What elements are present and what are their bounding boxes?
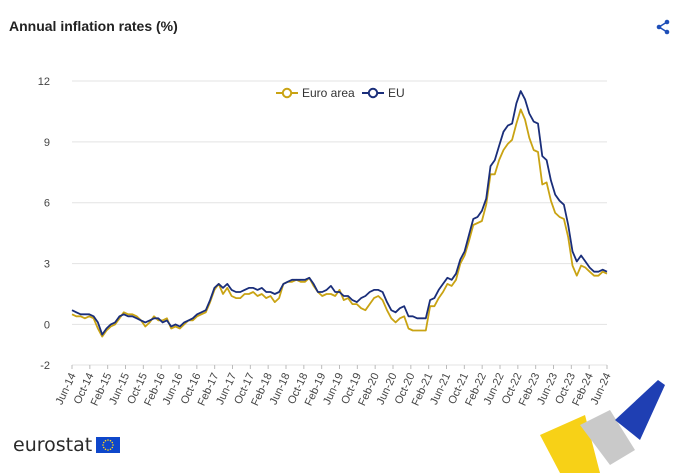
chart-series (71, 90, 608, 338)
share-icon[interactable] (654, 18, 672, 36)
y-tick-label: 0 (44, 319, 50, 331)
series-line-euro-area[interactable] (71, 108, 608, 338)
eurostat-logo: eurostat (13, 434, 121, 456)
y-tick-label: 3 (44, 259, 50, 271)
y-tick-label: 9 (44, 137, 50, 149)
y-axis-ticks: -2 0 3 6 9 12 (38, 76, 50, 372)
y-tick-label: 6 (44, 198, 50, 210)
page-title: Annual inflation rates (%) (9, 18, 178, 34)
legend-item-eu[interactable]: EU (362, 86, 405, 100)
legend-label-euro-area: Euro area (302, 86, 355, 100)
series-line-eu[interactable] (71, 90, 608, 336)
y-tick-label: -2 (40, 360, 50, 372)
decorative-swoosh (540, 380, 665, 473)
legend-label-eu: EU (388, 86, 405, 100)
y-tick-label: 12 (38, 76, 50, 88)
legend-item-euro-area[interactable]: Euro area (276, 86, 355, 100)
eu-flag-icon (96, 437, 121, 453)
chart-legend[interactable]: Euro area EU (276, 86, 405, 100)
legend-marker-eu (367, 87, 379, 99)
brand-name: eurostat (13, 434, 93, 456)
legend-marker-euro-area (281, 87, 293, 99)
x-axis-ticks: Jun-14Oct-14Feb-15Jun-15Oct-15Feb-16Jun-… (54, 365, 614, 408)
